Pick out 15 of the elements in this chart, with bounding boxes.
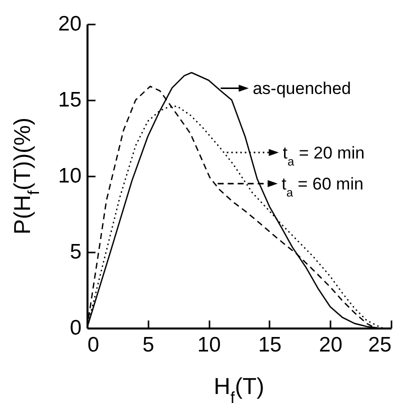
x-tick-label: 5 bbox=[142, 334, 154, 356]
x-tick-label: 25 bbox=[368, 334, 392, 356]
y-tick-label: 0 bbox=[70, 316, 82, 340]
x-tick-label: 0 bbox=[88, 334, 100, 356]
y-tick-label: 20 bbox=[58, 12, 82, 36]
legend-label: t$_{a}$ = 60 min bbox=[282, 174, 364, 200]
legend-label: as-quenched bbox=[252, 79, 352, 98]
x-tick-label: 15 bbox=[258, 334, 282, 356]
x-axis-title: H$_{f}$(T) bbox=[214, 373, 264, 403]
y-tick-label: 10 bbox=[58, 164, 82, 188]
x-tick-label: 20 bbox=[319, 334, 342, 356]
y-tick-label: 5 bbox=[70, 240, 82, 264]
legend-label: t$_{a}$ = 20 min bbox=[282, 143, 365, 168]
x-tick-label: 10 bbox=[197, 334, 221, 356]
y-tick-label: 15 bbox=[58, 88, 82, 112]
